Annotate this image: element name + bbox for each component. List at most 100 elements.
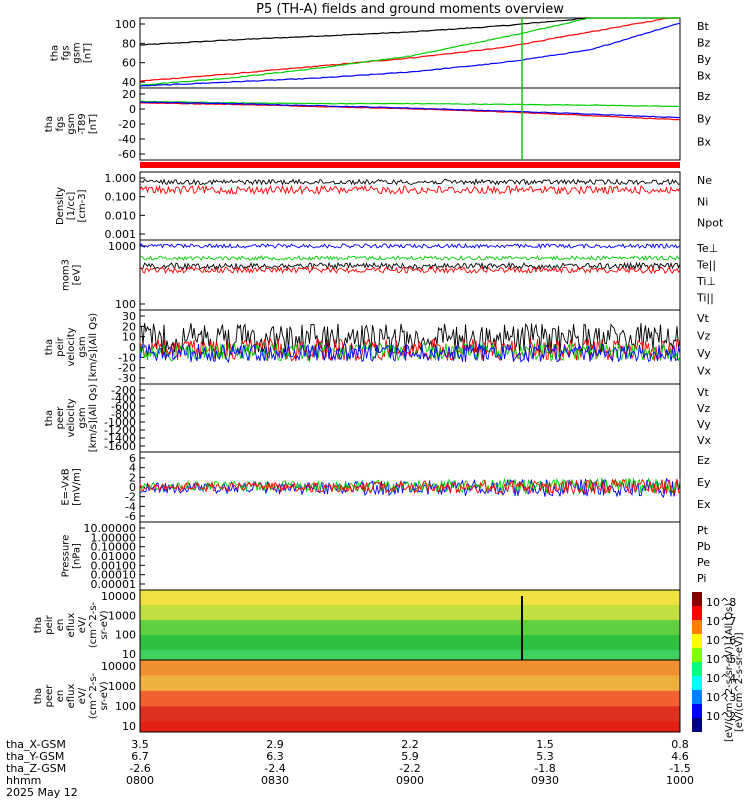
ylabel-text-4-4: [km/s](All Qs) [88,313,99,381]
ytick-label-7-3: 0.01000 [91,550,137,563]
ytick-label-1-2: -20 [118,118,136,131]
heat-row-9-9 [140,706,680,712]
ytick-label-6-2: 2 [129,471,136,484]
ytick-label-9-3: 10 [122,720,136,733]
ylabel-text-9-1: peer [44,684,55,708]
ytick-label-5-0: -200 [111,384,136,397]
noise-3-2 [139,261,681,271]
heat-row-9-7 [140,696,680,702]
ylabel-8: tha peir en eflux eV/(cm^2-s-sr-eV) [33,601,110,648]
ytick-label-7-2: 0.10000 [91,541,137,554]
ylabel-text-9-4: eV/ [77,687,88,704]
ylabel-text-8-1: peir [44,614,55,634]
ytick-label-7-5: 0.00010 [91,569,137,582]
ylabel-text-9-0: tha [33,688,44,704]
ytick-label-2-2: 0.010 [105,209,137,222]
ytick-label-9-1: 1000 [108,680,136,693]
ylabel-0: tha fgs gsm [nT] [50,42,94,63]
noise-6-2 [139,478,681,496]
xaxis-value-1-2: 5.9 [401,750,419,763]
ytick-label-4-2: 10 [122,331,136,344]
colorbar-swatch-8 [692,704,702,718]
heat-row-9-12 [140,721,680,728]
heat-row-9-8 [140,701,680,707]
ytick-label-1-3: -40 [118,133,136,146]
ytick-label-4-3: 0 [129,341,136,354]
legend-3-0: Te⊥ [696,242,718,255]
xaxis-value-3-1: 0830 [261,774,289,787]
legend-3-1: Te|| [696,259,716,272]
heat-row-9-10 [140,711,680,718]
noise-3-1 [139,255,681,261]
heat-row-8-8 [140,630,680,636]
legend-5-1: Vz [697,402,711,415]
series-0-Bx [139,22,681,87]
xaxis-value-2-1: -2.4 [264,762,285,775]
ylabel-text-9-2: en [55,690,66,703]
xaxis-value-0-0: 3.5 [131,738,149,751]
legend-4-3: Vx [697,365,712,378]
colorbar-tick-5: 10^3 [706,691,736,704]
ytick-label-8-1: 1000 [108,609,136,622]
ylabel-text-1-0: tha [44,116,55,132]
ytick-label-5-5: -1200 [104,424,136,437]
heat-row-9-5 [140,685,680,692]
heat-row-8-6 [140,620,680,626]
ylabel-text-3-1: [eV] [72,265,83,286]
colorbar-tick-3: 10^5 [706,653,736,666]
heat-row-9-4 [140,680,680,687]
xaxis-row-label-2: tha_Z-GSM [6,762,66,775]
ytick-label-6-4: -2 [125,491,136,504]
ylabel-text-5-4: [km/s](All Qs) [88,384,99,452]
colorbar-tick-6: 10^2 [706,710,736,723]
status-bar [140,162,680,168]
xaxis-value-2-3: -1.8 [534,762,555,775]
ylabel-text-8-4: eV/ [77,616,88,633]
legend-2-1: Ni [697,195,708,208]
ytick-label-5-7: -1600 [104,440,136,453]
ylabel-text-5-1: peer [55,406,66,430]
legend-1-0: Bz [697,90,711,103]
legend-1-1: By [697,113,712,126]
ylabel-text-4-3: gsm [77,336,88,357]
ylabel-text-1-2: gsm [66,113,77,134]
ytick-label-4-5: -20 [118,362,136,375]
colorbar: 10^8 10^7 10^6 10^5 10^4 10^3 10^2[eV/(cm^2-s-… [692,592,745,742]
colorbar-label: [eV/(cm^2-s-sr-eV)] [734,632,745,732]
ytick-label-9-2: 100 [115,700,136,713]
series-0-Bz [139,17,680,82]
legend-4-2: Vy [697,347,711,360]
ytick-label-8-0: 10000 [101,590,136,603]
legend-2-2: Npot [697,217,724,230]
ytick-label-3-0: 1000 [108,240,136,253]
ytick-label-4-6: -30 [118,372,136,385]
ylabel-4: tha peir velocity gsm [km/s](All Qs) [44,313,99,381]
ytick-label-7-4: 0.00100 [91,559,137,572]
legend-4-0: Vt [697,312,710,325]
ytick-label-3-1: 100 [115,298,136,311]
xaxis-value-0-4: 0.8 [671,738,689,751]
heat-row-8-1 [140,595,680,601]
heat-frame-9 [139,659,681,733]
ytick-label-2-1: 0.100 [105,191,137,204]
ytick-label-2-3: 0.001 [105,228,137,241]
ytick-label-5-3: -800 [111,408,136,421]
ylabel-text-4-1: peir [55,336,66,356]
colorbar-swatch-2 [692,620,702,634]
ylabel-2: Density [1/cc] [cm-3] [55,187,88,225]
panel-frame-7 [139,521,681,591]
ylabel-text-0-2: gsm [72,42,83,63]
series-0-Bt [139,17,680,46]
legend-7-0: Pt [697,524,709,537]
legend-0-3: Bx [697,70,712,83]
ylabel-text-8-6: sr-eV) [99,610,110,639]
colorbar-swatch-4 [692,648,702,662]
ylabel-1: tha fgs gsm -T89 [nT] [44,113,99,135]
xaxis-value-0-3: 1.5 [536,738,554,751]
ylabel-text-5-2: velocity [66,398,77,437]
ytick-label-5-4: -1000 [104,416,136,429]
series-1-Bx [139,101,681,119]
ytick-label-5-6: -1400 [104,432,136,445]
ylabel-text-0-1: fgs [61,45,72,60]
